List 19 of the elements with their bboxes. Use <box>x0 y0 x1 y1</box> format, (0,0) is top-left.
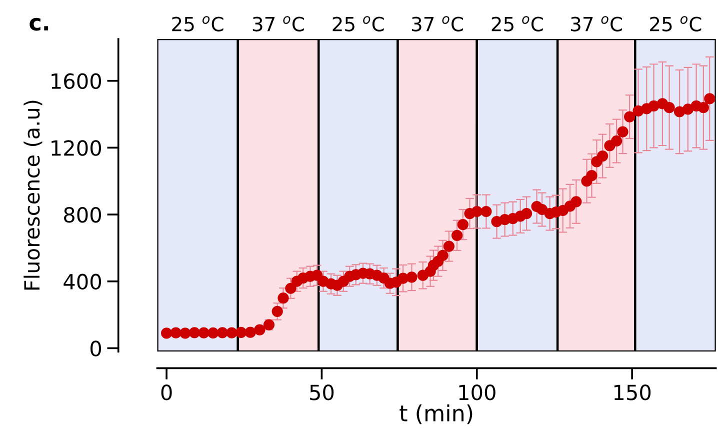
band-label: 25 $^{o}$C <box>332 16 384 32</box>
band-label: 25 $^{o}$C <box>172 16 224 32</box>
x-tick-label: 150 <box>614 384 651 400</box>
y-axis-title: Fluorescence (a.u) <box>24 100 42 290</box>
y-tick-label: 0 <box>90 340 101 356</box>
y-tick-label: 1600 <box>52 73 101 90</box>
x-tick-label: 50 <box>310 384 334 400</box>
band-label: 37 $^{o}$C <box>412 16 463 32</box>
x-tick-label: 100 <box>459 384 496 400</box>
chart-title: c. <box>30 18 48 31</box>
y-tick-label: 1200 <box>52 140 101 156</box>
band-label: 37 $^{o}$C <box>252 16 304 32</box>
y-tick-label: 800 <box>64 206 101 223</box>
x-tick-label: 0 <box>161 384 172 400</box>
y-tick-label: 400 <box>64 274 101 290</box>
x-axis-title: t (min) <box>400 404 472 424</box>
band-label: 37 $^{o}$C <box>571 16 622 32</box>
band-label: 25 $^{o}$C <box>650 16 702 32</box>
band-label: 25 $^{o}$C <box>492 16 543 32</box>
